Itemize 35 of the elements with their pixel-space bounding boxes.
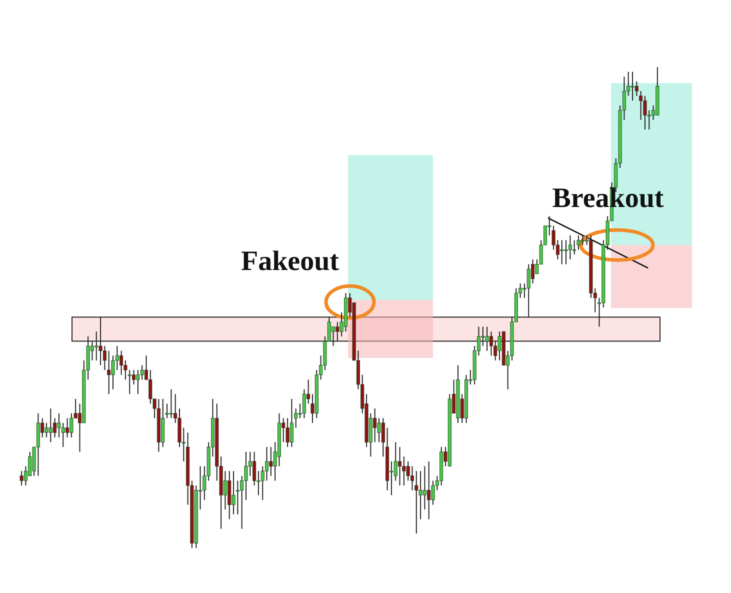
candlestick: [70, 412, 74, 438]
candlestick: [560, 240, 564, 265]
candlestick: [381, 418, 385, 458]
candlestick: [169, 388, 173, 419]
candlestick: [639, 90, 643, 120]
candlestick: [120, 350, 124, 376]
candlestick: [290, 398, 294, 448]
candlestick: [20, 470, 24, 486]
candlestick: [102, 345, 106, 371]
candlestick: [44, 422, 48, 438]
candlestick: [422, 466, 426, 510]
candlestick: [236, 480, 240, 515]
annotation: Fakeout: [241, 246, 340, 277]
candlestick: [115, 345, 119, 371]
candlestick: [53, 418, 57, 438]
candlestick: [302, 388, 306, 419]
candlestick: [48, 408, 52, 443]
candlestick: [107, 350, 111, 395]
candlestick: [580, 234, 584, 246]
candlestick: [564, 240, 568, 265]
candlestick: [576, 234, 580, 250]
candlestick: [427, 460, 431, 520]
candlestick: [269, 446, 273, 476]
candlestick: [568, 234, 572, 260]
candlestick: [643, 95, 647, 130]
candlestick: [634, 80, 638, 96]
candlestick: [294, 408, 298, 428]
candlestick: [232, 470, 236, 515]
candlestick: [286, 418, 290, 448]
candlestick: [414, 470, 418, 534]
candlestick: [572, 240, 576, 256]
candlestick: [630, 71, 634, 102]
candlestick: [252, 451, 256, 486]
candlestick: [373, 408, 377, 443]
candlestick: [410, 466, 414, 491]
